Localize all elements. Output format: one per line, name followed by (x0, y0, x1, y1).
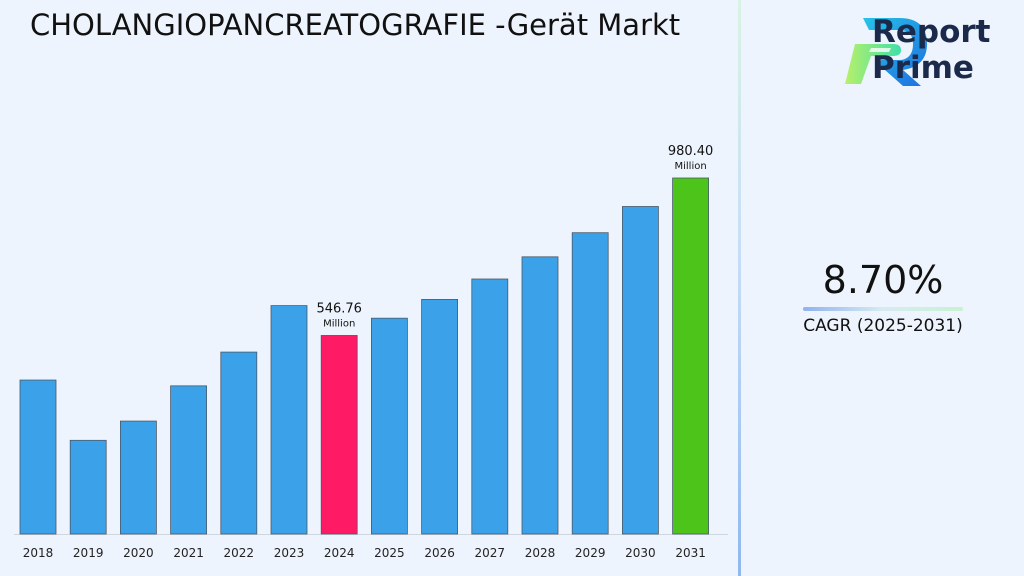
x-tick-label-2029: 2029 (575, 546, 606, 560)
bar-2020 (120, 420, 157, 535)
cagr-label: CAGR (2025-2031) (803, 316, 963, 336)
x-tick-label-2030: 2030 (625, 546, 656, 560)
data-label-value-2024: 546.76 (316, 301, 362, 316)
bar-2031 (672, 177, 709, 535)
bar-2029 (571, 232, 609, 535)
cagr-value: 8.70% (822, 258, 944, 302)
bar-2026 (421, 299, 459, 535)
data-label-unit-2031: Million (674, 161, 706, 172)
logo-text: Report Prime (872, 14, 991, 86)
bar-2025 (370, 317, 408, 535)
x-tick-label-2026: 2026 (424, 546, 455, 560)
bar-2030 (622, 206, 659, 535)
x-tick-label-2027: 2027 (475, 546, 506, 560)
bar-chart: 2018 2019 2020 2021 2022 2023 2024 546.76 Millio… (14, 144, 728, 560)
x-tick-label-2024: 2024 (324, 546, 355, 560)
logo-line-2: Prime (872, 50, 974, 86)
data-label-value-2031: 980.40 (668, 144, 714, 159)
x-tick-label-2028: 2028 (525, 546, 556, 560)
bar-2024 (320, 335, 358, 535)
cagr-underline (803, 307, 963, 311)
x-tick-label-2020: 2020 (123, 546, 154, 560)
report-prime-logo-icon (845, 18, 927, 86)
bar-2019 (69, 439, 107, 535)
logo-line-1: Report (872, 14, 991, 50)
divider (738, 0, 741, 576)
x-tick-label-2031: 2031 (675, 546, 706, 560)
x-tick-label-2023: 2023 (274, 546, 305, 560)
bar-2027 (471, 278, 509, 535)
bar-2023 (270, 305, 308, 535)
x-tick-label-2022: 2022 (224, 546, 255, 560)
data-label-unit-2024: Million (323, 318, 355, 329)
bar-2022 (220, 351, 258, 535)
bar-2028 (521, 256, 559, 535)
bar-2021 (170, 385, 208, 535)
x-tick-label-2025: 2025 (374, 546, 405, 560)
bar-2018 (19, 379, 57, 535)
x-tick-label-2021: 2021 (173, 546, 204, 560)
x-tick-label-2018: 2018 (23, 546, 54, 560)
x-tick-label-2019: 2019 (73, 546, 104, 560)
page-title: CHOLANGIOPANCREATOGRAFIE -Gerät Markt (30, 8, 681, 42)
